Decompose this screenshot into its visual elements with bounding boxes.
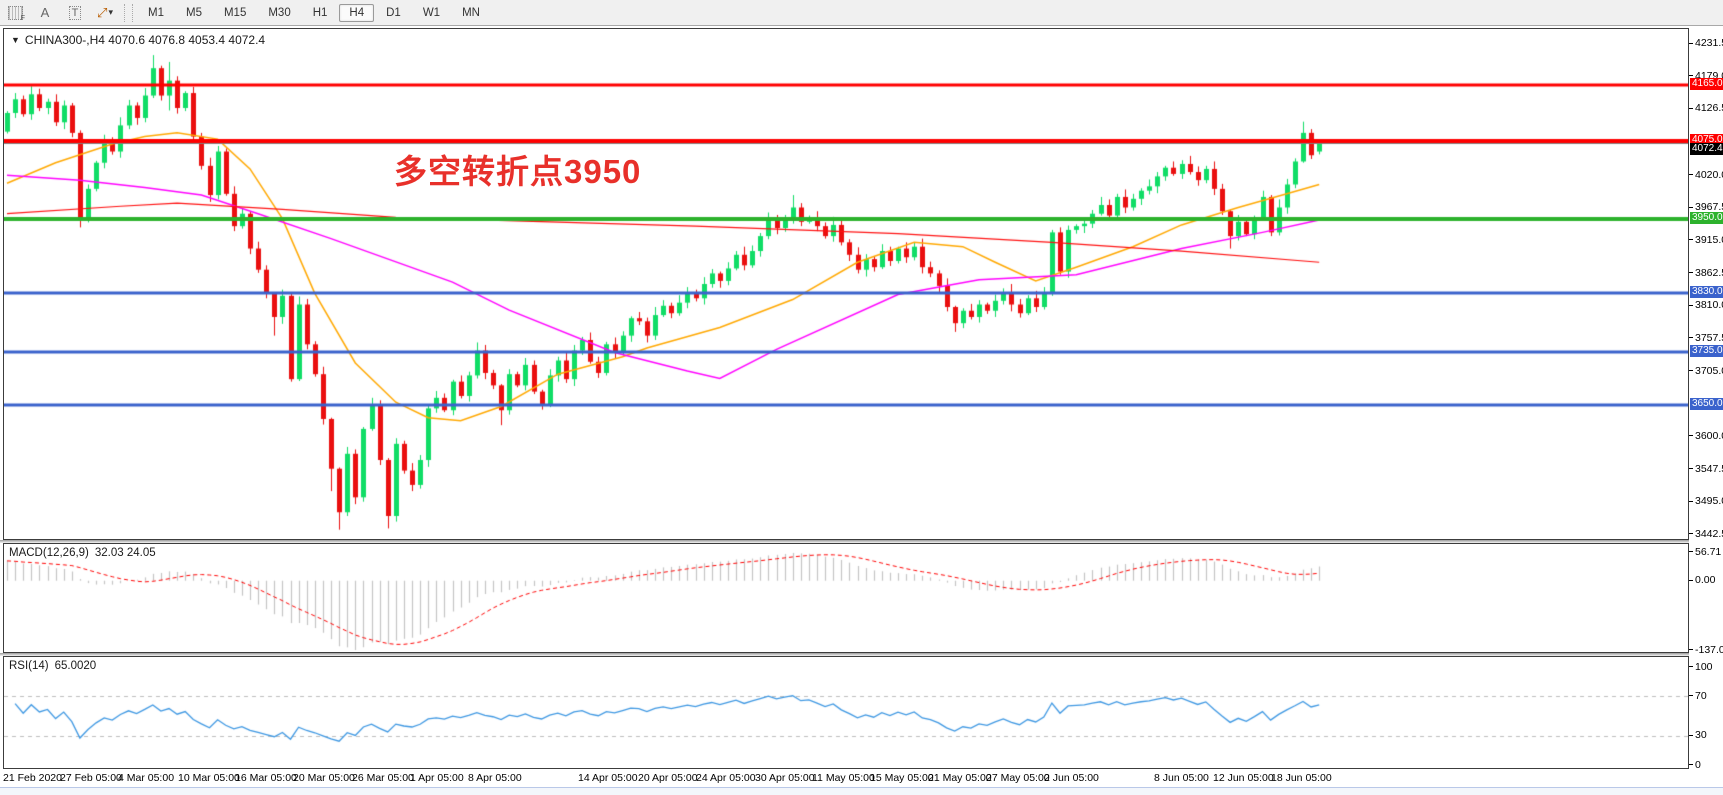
symbol-dropdown-icon[interactable]: ▼ (11, 35, 20, 45)
date-label: 11 May 05:00 (812, 772, 875, 784)
axis-tick-label: 30 (1689, 729, 1707, 741)
date-label: 26 Mar 05:00 (352, 772, 414, 784)
chart-title: ▼ CHINA300-,H4 4070.6 4076.8 4053.4 4072… (11, 33, 265, 47)
timeframe-button-m1[interactable]: M1 (148, 6, 164, 19)
panel-splitter[interactable] (0, 540, 1689, 543)
rsi-label: RSI(14) 65.0020 (9, 660, 97, 672)
date-label: 20 Mar 05:00 (293, 772, 355, 784)
macd-label: MACD(12,26,9) 32.03 24.05 (9, 547, 156, 559)
axis-tick-label: 3547.5 (1689, 463, 1723, 475)
price-chart-panel[interactable]: ▼ CHINA300-,H4 4070.6 4076.8 4053.4 4072… (3, 28, 1689, 540)
date-label: 24 Apr 05:00 (696, 772, 756, 784)
macd-panel[interactable]: MACD(12,26,9) 32.03 24.05 (3, 543, 1689, 653)
macd-canvas[interactable] (4, 544, 1688, 652)
axis-tick-label: 3600.0 (1689, 430, 1723, 442)
bid-price-badge: 4072.4 (1690, 142, 1723, 155)
date-label: 15 May 05:00 (870, 772, 934, 784)
text-label-icon[interactable]: T (62, 2, 88, 23)
axis-tick-label: 4126.5 (1689, 102, 1723, 114)
symbol-ohlc-text: CHINA300-,H4 4070.6 4076.8 4053.4 4072.4 (24, 33, 266, 47)
axis-tick-label: 3810.0 (1689, 299, 1723, 311)
toolbar-separator (124, 3, 133, 22)
price-level-badge: 3735.0 (1690, 345, 1723, 358)
axis-tick-label: 0 (1689, 759, 1701, 771)
timeframe-button-w1[interactable]: W1 (422, 6, 441, 19)
grid-f-icon[interactable]: F (2, 2, 28, 23)
timeframe-toolbar: M1 M5 M15 M30 H1 H4 D1 W1 MN (137, 3, 491, 22)
date-label: 21 Feb 2020 (3, 772, 62, 784)
panel-splitter[interactable] (0, 653, 1689, 656)
dropdown-caret-icon[interactable]: ▾ (108, 7, 113, 17)
date-label: 1 Apr 05:00 (410, 772, 464, 784)
date-label: 14 Apr 05:00 (578, 772, 638, 784)
axis-tick-label: 56.71 (1689, 546, 1721, 558)
rsi-panel[interactable]: RSI(14) 65.0020 (3, 656, 1689, 769)
toolbar: F A T ⤢ ▾ M1 M5 M15 M30 H1 H4 D1 W1 MN (0, 0, 1723, 26)
price-chart-canvas[interactable] (4, 29, 1688, 539)
axis-tick-label: 3495.0 (1689, 495, 1723, 507)
axis-tick-label: 3442.5 (1689, 528, 1723, 540)
date-label: 21 May 05:00 (928, 772, 992, 784)
rsi-canvas[interactable] (4, 657, 1688, 768)
axis-tick-label: 70 (1689, 690, 1707, 702)
axis-tick-label: 3757.5 (1689, 332, 1723, 344)
macd-values: 32.03 24.05 (94, 547, 156, 559)
timeframe-button-mn[interactable]: MN (462, 6, 480, 19)
price-level-badge: 3950.0 (1690, 211, 1723, 224)
date-label: 20 Apr 05:00 (638, 772, 698, 784)
timeframe-button-d1[interactable]: D1 (386, 6, 401, 19)
date-label: 8 Jun 05:00 (1154, 772, 1209, 784)
date-label: 4 Mar 05:00 (118, 772, 175, 784)
axis-tick-label: -137.01 (1689, 644, 1723, 656)
axis-tick-label: 3862.5 (1689, 267, 1723, 279)
arrow-style-icon[interactable]: ⤢ ▾ (97, 4, 113, 20)
cursor-a-icon[interactable]: A (40, 5, 50, 20)
axis-tick-label: 3967.5 (1689, 201, 1723, 213)
rsi-value: 65.0020 (54, 660, 97, 672)
price-level-badge: 3830.0 (1690, 286, 1723, 299)
date-label: 27 Feb 05:00 (60, 772, 122, 784)
timeframe-button-m15[interactable]: M15 (223, 6, 247, 19)
axis-tick-label: 0.00 (1689, 574, 1715, 586)
axis-tick-label: 4231.5 (1689, 37, 1723, 49)
price-level-badge: 3650.0 (1690, 398, 1723, 411)
axis-tick-label: 100 (1689, 661, 1713, 673)
chart-annotation-text: 多空转折点3950 (394, 153, 642, 190)
timeframe-button-h4[interactable]: H4 (339, 3, 375, 22)
timeframe-button-m5[interactable]: M5 (185, 6, 202, 19)
status-strip (0, 787, 1723, 795)
price-axis: 4231.54179.04126.54020.03967.53915.03862… (1689, 26, 1723, 794)
axis-tick-label: 3915.0 (1689, 234, 1723, 246)
axis-tick-label: 3705.0 (1689, 365, 1723, 377)
timeframe-button-h1[interactable]: H1 (312, 6, 328, 19)
date-label: 8 Apr 05:00 (468, 772, 522, 784)
price-level-badge: 4165.0 (1690, 77, 1723, 90)
date-axis: 21 Feb 2020 27 Feb 05:00 4 Mar 05:00 10 Mar… (0, 771, 1689, 786)
date-label: 18 Jun 05:00 (1271, 772, 1332, 784)
date-label: 16 Mar 05:00 (235, 772, 297, 784)
date-label: 30 Apr 05:00 (755, 772, 815, 784)
date-label: 27 May 05:00 (986, 772, 1050, 784)
timeframe-button-m30[interactable]: M30 (268, 6, 291, 19)
chart-workspace: ▼ CHINA300-,H4 4070.6 4076.8 4053.4 4072… (0, 26, 1723, 795)
date-label: 2 Jun 05:00 (1044, 772, 1099, 784)
axis-tick-label: 4020.0 (1689, 169, 1723, 181)
date-label: 12 Jun 05:00 (1213, 772, 1274, 784)
date-label: 10 Mar 05:00 (178, 772, 240, 784)
